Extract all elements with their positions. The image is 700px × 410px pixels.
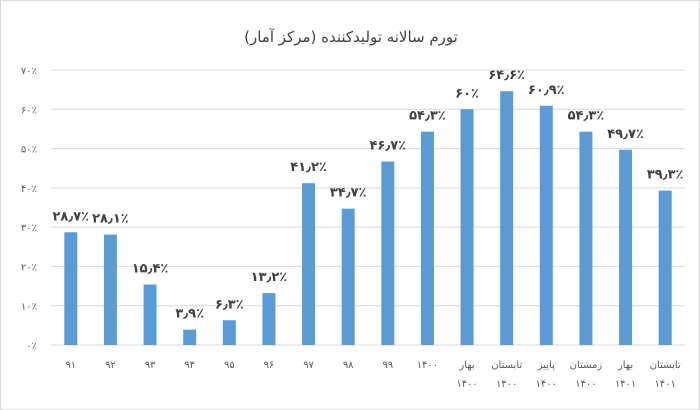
x-tick-label: ۹۶ bbox=[264, 360, 275, 371]
x-tick-label: ۹۷ bbox=[303, 360, 314, 371]
x-tick-label: زمستان ۱۴۰۰ bbox=[570, 360, 603, 390]
x-tick-label: تابستان ۱۴۰۱ bbox=[650, 360, 681, 390]
bar bbox=[222, 320, 236, 345]
y-tick-label: ۷۰٪ bbox=[21, 66, 37, 77]
x-tick-label: ۹۸ bbox=[343, 360, 354, 371]
data-label: ۶۰٫۹٪ bbox=[528, 83, 565, 98]
x-tick-label: ۹۵ bbox=[224, 360, 235, 371]
x-tick-label: بهار ۱۴۰۰ bbox=[456, 360, 477, 390]
data-label: ۳۴٫۷٪ bbox=[330, 186, 367, 201]
bar bbox=[381, 161, 395, 345]
data-label: ۱۵٫۴٪ bbox=[132, 262, 169, 277]
x-tick-label: ۹۱ bbox=[65, 360, 76, 371]
data-label: ۳٫۹٪ bbox=[175, 307, 204, 322]
data-labels: ۲۸٫۷٪ ۲۸٫۱٪ ۱۵٫۴٪ ۳٫۹٪ ۶٫۳٪ ۱۳٫۲٪ ۴۱٫۲٪۳۴٫۷٪ ۴۶… bbox=[53, 68, 684, 321]
bars bbox=[64, 91, 672, 346]
data-label: ۶۴٫۶٪ bbox=[488, 68, 525, 83]
bar bbox=[64, 232, 78, 345]
x-tick-label: پاییز ۱۴۰۰ bbox=[536, 360, 557, 390]
gridlines bbox=[51, 69, 685, 346]
x-tick-label: ۹۳ bbox=[145, 360, 156, 371]
x-tick-label: ۱۴۰۰ bbox=[417, 360, 438, 371]
data-label: ۱۳٫۲٪ bbox=[251, 270, 288, 285]
bar bbox=[619, 149, 633, 345]
y-tick-label: ۱۰٪ bbox=[21, 302, 37, 313]
y-tick-label: ۵۰٪ bbox=[21, 145, 37, 156]
y-tick-label: ۳۰٪ bbox=[21, 223, 37, 234]
chart-title: تورم سالانه تولیدکننده (مرکز آمار) bbox=[244, 28, 458, 46]
bar bbox=[579, 131, 593, 345]
bar bbox=[183, 329, 197, 345]
x-tick-label: ۹۲ bbox=[105, 360, 116, 371]
data-label: ۴۱٫۲٪ bbox=[290, 160, 327, 175]
x-tick-label: ۹۹ bbox=[382, 360, 393, 371]
data-label: ۴۹٫۷٪ bbox=[607, 127, 644, 142]
bar bbox=[341, 208, 355, 345]
bar bbox=[262, 293, 276, 345]
x-tick-label: تابستان ۱۴۰۰ bbox=[491, 360, 522, 390]
y-tick-label: ۰٪ bbox=[26, 341, 37, 352]
data-label: ۲۸٫۱٪ bbox=[92, 212, 129, 227]
y-tick-label: ۶۰٪ bbox=[21, 105, 37, 116]
data-label: ۵۴٫۳٪ bbox=[568, 109, 605, 124]
x-axis-ticks: ۹۱ ۹۲ ۹۳ ۹۴ ۹۵ ۹۶ ۹۷ ۹۸ ۹۹ ۱۴۰۰ بهار ۱۴۰۰ تابستان ۱۴۰… bbox=[65, 360, 680, 390]
data-label: ۵۴٫۳٪ bbox=[409, 109, 446, 124]
bar bbox=[500, 91, 514, 345]
data-label: ۶۰٪ bbox=[455, 86, 479, 101]
bar bbox=[143, 284, 157, 345]
y-axis-ticks: ۰٪ ۱۰٪ ۲۰٪ ۳۰٪ ۴۰٪ ۵۰٪ ۶۰٪ ۷۰٪ bbox=[21, 66, 37, 352]
data-label: ۲۸٫۷٪ bbox=[53, 209, 90, 224]
data-label: ۶٫۳٪ bbox=[215, 297, 244, 312]
y-tick-label: ۴۰٪ bbox=[21, 184, 37, 195]
x-tick-label: ۹۴ bbox=[184, 360, 195, 371]
bar bbox=[658, 190, 672, 345]
y-tick-label: ۲۰٪ bbox=[21, 262, 37, 273]
data-label: ۳۹٫۳٪ bbox=[647, 168, 684, 183]
bar bbox=[460, 109, 474, 346]
data-label: ۴۶٫۷٪ bbox=[370, 139, 407, 154]
bar bbox=[420, 131, 434, 345]
x-tick-label: بهار ۱۴۰۱ bbox=[615, 360, 636, 390]
bar bbox=[302, 183, 316, 345]
bar bbox=[539, 105, 553, 345]
bar bbox=[103, 234, 117, 345]
